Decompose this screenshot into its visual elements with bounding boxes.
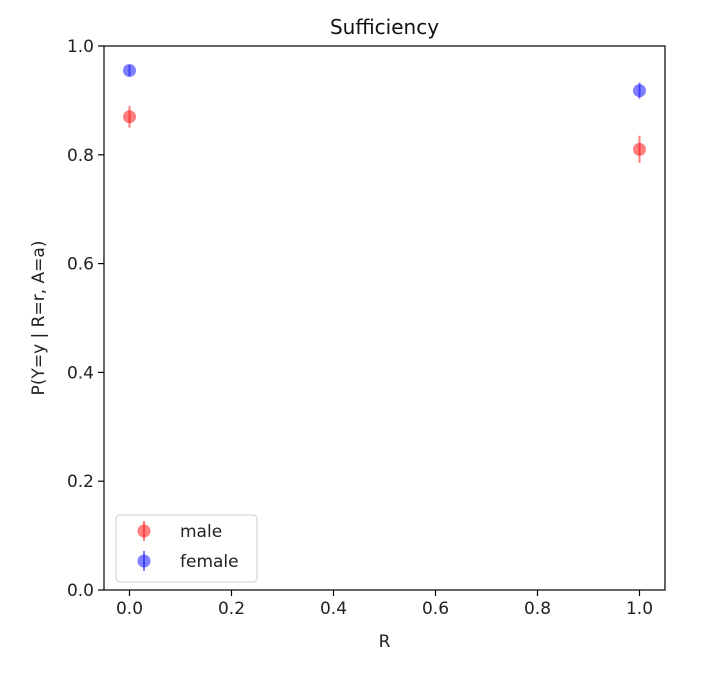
- x-axis-ticks: 0.0 0.2 0.4 0.6 0.8 1.0: [116, 590, 653, 619]
- y-tick-label-5: 1.0: [67, 37, 94, 57]
- x-tick-label-5: 1.0: [626, 599, 653, 619]
- x-tick-label-3: 0.6: [422, 599, 449, 619]
- legend-male-marker: [137, 524, 151, 538]
- female-point-0: [123, 63, 136, 77]
- x-tick-label-1: 0.2: [218, 599, 245, 619]
- data-marks: [123, 63, 646, 163]
- female-point-1: [633, 84, 646, 98]
- legend: male female: [115, 514, 258, 583]
- legend-box: [115, 514, 258, 583]
- x-axis-label: R: [379, 632, 391, 652]
- y-axis-ticks: 0.0 0.2 0.4 0.6 0.8 1.0: [67, 37, 104, 601]
- male-point-0: [123, 110, 136, 124]
- x-tick-label-4: 0.8: [524, 599, 551, 619]
- legend-male-label: male: [180, 522, 222, 542]
- plot-area: [104, 46, 665, 590]
- y-tick-label-0: 0.0: [67, 581, 94, 601]
- male-point-1: [633, 142, 646, 156]
- legend-female-label: female: [180, 552, 239, 572]
- y-tick-label-4: 0.8: [67, 146, 94, 166]
- plot-frame: [103, 45, 666, 591]
- legend-female-marker: [137, 554, 151, 568]
- y-tick-label-2: 0.4: [67, 363, 94, 383]
- x-tick-label-2: 0.4: [320, 599, 347, 619]
- chart-title: Sufficiency: [330, 15, 439, 39]
- y-axis-label: P(Y=y | R=r, A=a): [29, 241, 49, 396]
- y-tick-label-3: 0.6: [67, 255, 94, 275]
- y-tick-label-1: 0.2: [67, 472, 94, 492]
- x-tick-label-0: 0.0: [116, 599, 143, 619]
